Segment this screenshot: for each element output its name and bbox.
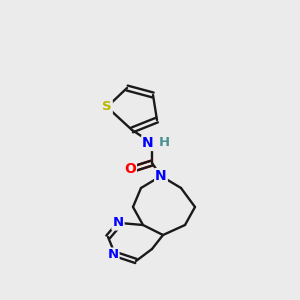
Text: N: N [142, 136, 154, 150]
Text: N: N [107, 248, 118, 262]
Text: S: S [102, 100, 112, 113]
Text: N: N [155, 169, 167, 183]
Text: N: N [112, 217, 124, 230]
Text: O: O [124, 162, 136, 176]
Text: H: H [159, 136, 170, 148]
